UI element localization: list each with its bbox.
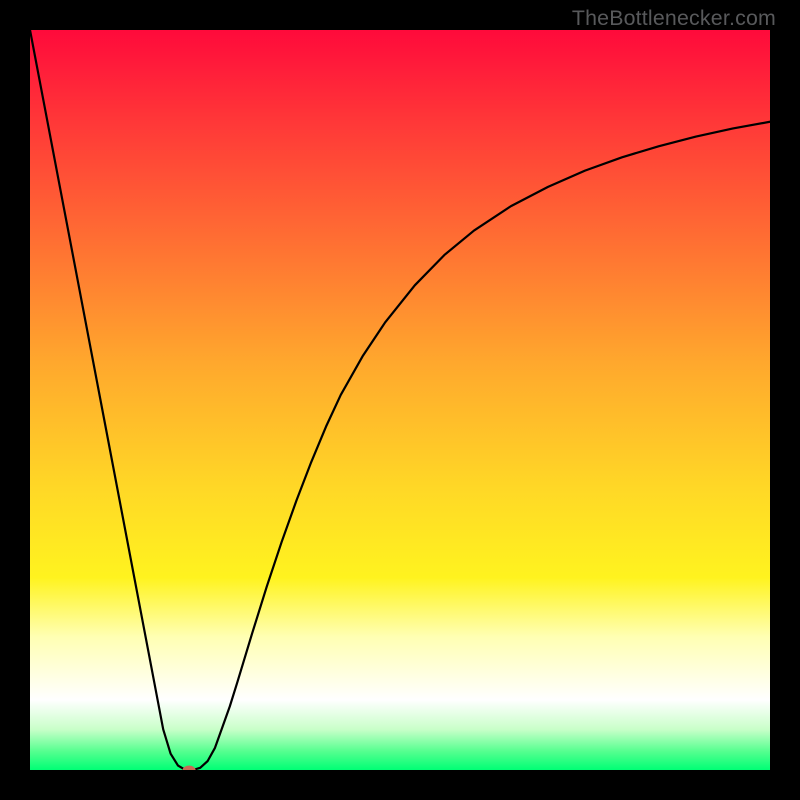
chart-background [30, 30, 770, 770]
watermark-text: TheBottlenecker.com [572, 6, 776, 31]
chart-container: TheBottlenecker.com [0, 0, 800, 800]
chart-svg [30, 30, 770, 770]
plot-area [30, 30, 770, 770]
